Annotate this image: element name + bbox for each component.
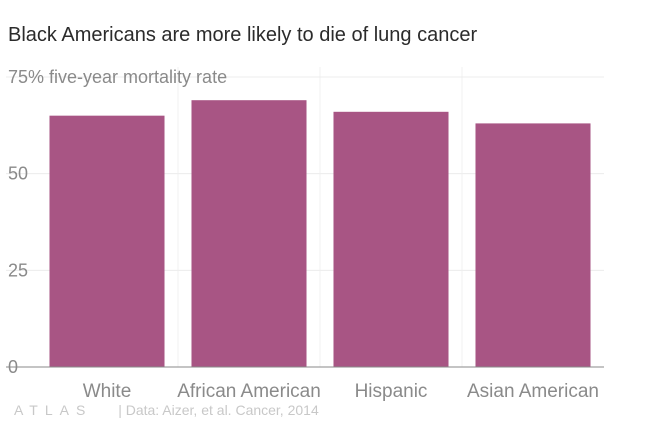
y-tick-label: 50 (8, 164, 28, 184)
atlas-logo: ATLAS (14, 402, 93, 418)
chart-footer: ATLAS | Data: Aizer, et al. Cancer, 2014 (14, 402, 319, 418)
y-tick-label: 25 (8, 260, 28, 280)
bar-white (49, 115, 165, 368)
source-note: | Data: Aizer, et al. Cancer, 2014 (118, 402, 319, 418)
x-tick-label: Asian American (467, 381, 599, 402)
x-tick-label: African American (177, 381, 321, 402)
bar-asian-american (475, 123, 591, 368)
x-tick-label: Hispanic (355, 381, 428, 402)
y-tick-label: 75% five-year mortality rate (8, 67, 227, 87)
bar-hispanic (333, 111, 449, 367)
x-tick-label: White (83, 381, 132, 402)
chart-title: Black Americans are more likely to die o… (8, 24, 478, 46)
bar-african-american (191, 100, 307, 367)
